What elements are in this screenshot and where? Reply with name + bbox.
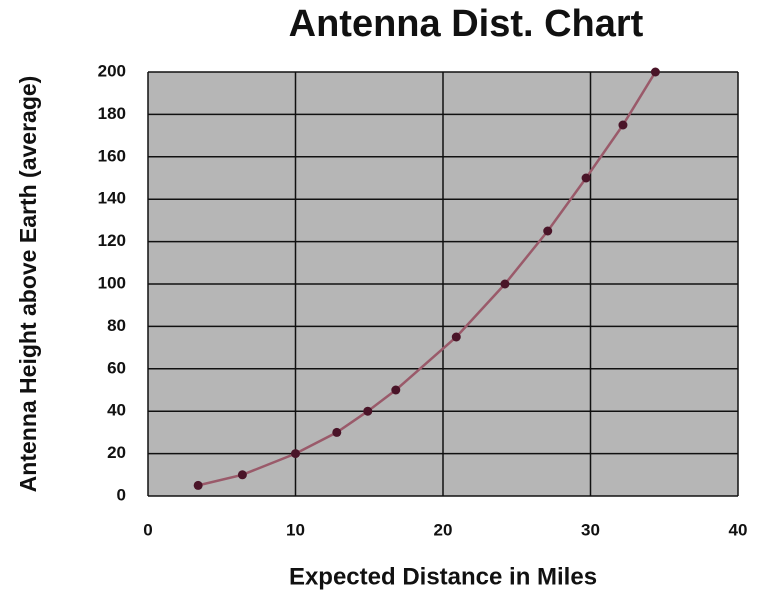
y-tick-label: 160 — [98, 146, 126, 165]
data-point — [451, 332, 461, 342]
data-point — [291, 449, 300, 459]
x-tick-label: 30 — [581, 520, 600, 539]
y-tick-label: 100 — [98, 273, 126, 292]
data-point — [581, 173, 591, 183]
y-tick-label: 140 — [98, 189, 126, 208]
data-point — [237, 470, 247, 480]
y-tick-label: 200 — [98, 61, 126, 80]
data-point — [363, 406, 373, 416]
y-tick-label: 80 — [107, 316, 126, 335]
y-tick-label: 40 — [107, 401, 126, 420]
data-point — [332, 427, 342, 437]
y-tick-label: 20 — [107, 443, 126, 462]
chart-title: Antenna Dist. Chart — [289, 3, 644, 45]
y-tick-label: 0 — [117, 485, 126, 504]
x-tick-label: 20 — [434, 520, 453, 539]
data-point — [193, 480, 203, 490]
data-point — [650, 67, 660, 77]
data-point — [618, 120, 628, 130]
y-tick-label: 180 — [98, 104, 126, 123]
y-tick-label: 120 — [98, 231, 126, 250]
data-point — [543, 226, 553, 236]
x-tick-label: 40 — [729, 520, 748, 539]
x-tick-label: 0 — [143, 520, 152, 539]
y-axis-label: Antenna Height above Earth (average) — [15, 76, 41, 493]
data-line — [197, 71, 657, 487]
data-point — [500, 279, 510, 289]
data-point — [391, 385, 401, 395]
x-axis-label: Expected Distance in Miles — [289, 563, 597, 590]
y-tick-label: 60 — [107, 358, 126, 377]
x-tick-label: 10 — [286, 520, 305, 539]
